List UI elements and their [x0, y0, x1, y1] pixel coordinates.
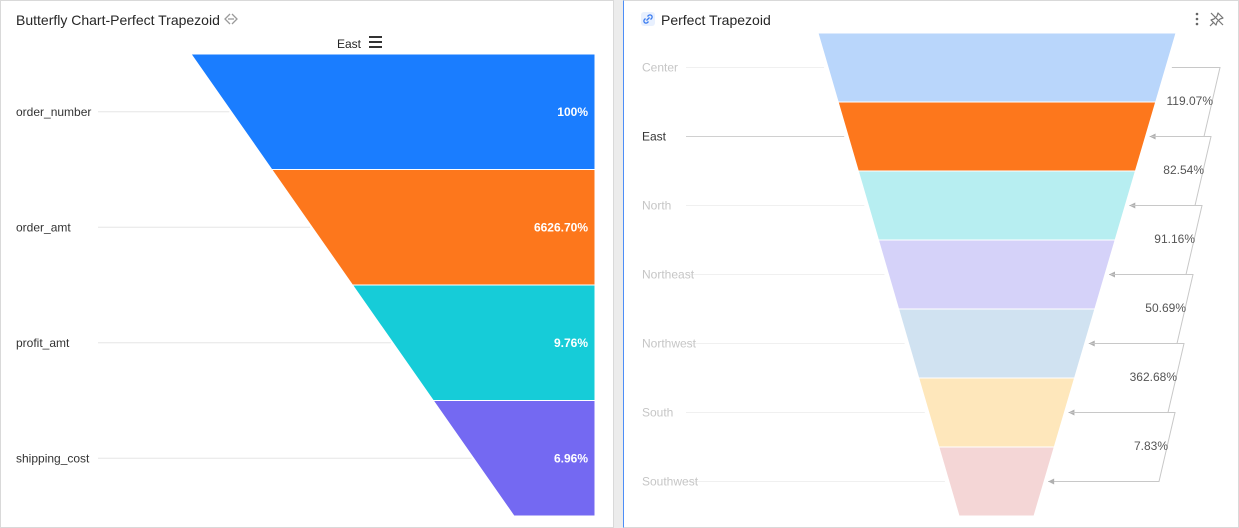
conversion-label: 119.07%: [1167, 94, 1214, 108]
data-label: 6.96%: [554, 451, 588, 465]
category-label: profit_amt: [16, 336, 70, 350]
conversion-arrow-icon: [1048, 478, 1055, 485]
category-label: North: [642, 199, 671, 213]
category-label: order_number: [16, 105, 91, 119]
legend-series-label: East: [337, 37, 362, 51]
conversion-label: 7.83%: [1134, 439, 1168, 453]
category-label: Southwest: [642, 475, 699, 489]
data-label: 9.76%: [554, 336, 588, 350]
funnel-segment-southwest[interactable]: [938, 446, 1055, 517]
category-label: East: [642, 130, 667, 144]
conversion-label: 362.68%: [1130, 370, 1178, 384]
conversion-label: 82.54%: [1163, 163, 1204, 177]
panel-title: Butterfly Chart-Perfect Trapezoid: [16, 12, 220, 28]
perfect-trapezoid-funnel-chart: Center East North Northeast Northwest South So…: [642, 32, 1221, 517]
perfect-trapezoid-panel: Perfect Trapezoid Center East North Northea…: [623, 0, 1239, 528]
panel-divider: [614, 0, 623, 528]
category-label: Northwest: [642, 337, 697, 351]
butterfly-chart-panel: Butterfly Chart-Perfect Trapezoid East o…: [0, 0, 614, 528]
funnel-segment-order_number[interactable]: [190, 53, 596, 170]
category-label: order_amt: [16, 220, 71, 234]
conversion-connector: [1048, 412, 1176, 482]
more-options-icon[interactable]: [1193, 11, 1201, 32]
category-label: Center: [642, 61, 678, 75]
panel-title: Perfect Trapezoid: [661, 12, 771, 28]
funnel-segment-center[interactable]: [817, 32, 1177, 103]
conversion-label: 50.69%: [1145, 301, 1186, 315]
funnel-segment-east[interactable]: [837, 101, 1157, 172]
funnel-segment-northeast[interactable]: [877, 239, 1116, 310]
funnel-segment-south[interactable]: [918, 377, 1076, 448]
category-label: Northeast: [642, 268, 695, 282]
conversion-label: 91.16%: [1154, 232, 1195, 246]
drill-arrows-icon[interactable]: [223, 11, 239, 32]
butterfly-funnel-chart: East order_number 100% order_amt 6626.70% pr…: [16, 36, 596, 517]
link-icon[interactable]: [641, 12, 655, 31]
legend-menu-icon[interactable]: [369, 36, 382, 48]
category-label: shipping_cost: [16, 451, 90, 465]
unpin-icon[interactable]: [1209, 11, 1225, 32]
category-label: South: [642, 406, 673, 420]
data-label: 100%: [557, 105, 588, 119]
funnel-segment-north[interactable]: [857, 170, 1137, 241]
data-label: 6626.70%: [534, 220, 588, 234]
funnel-segment-northwest[interactable]: [897, 308, 1096, 379]
funnel-segment-shipping_cost[interactable]: [432, 400, 596, 517]
